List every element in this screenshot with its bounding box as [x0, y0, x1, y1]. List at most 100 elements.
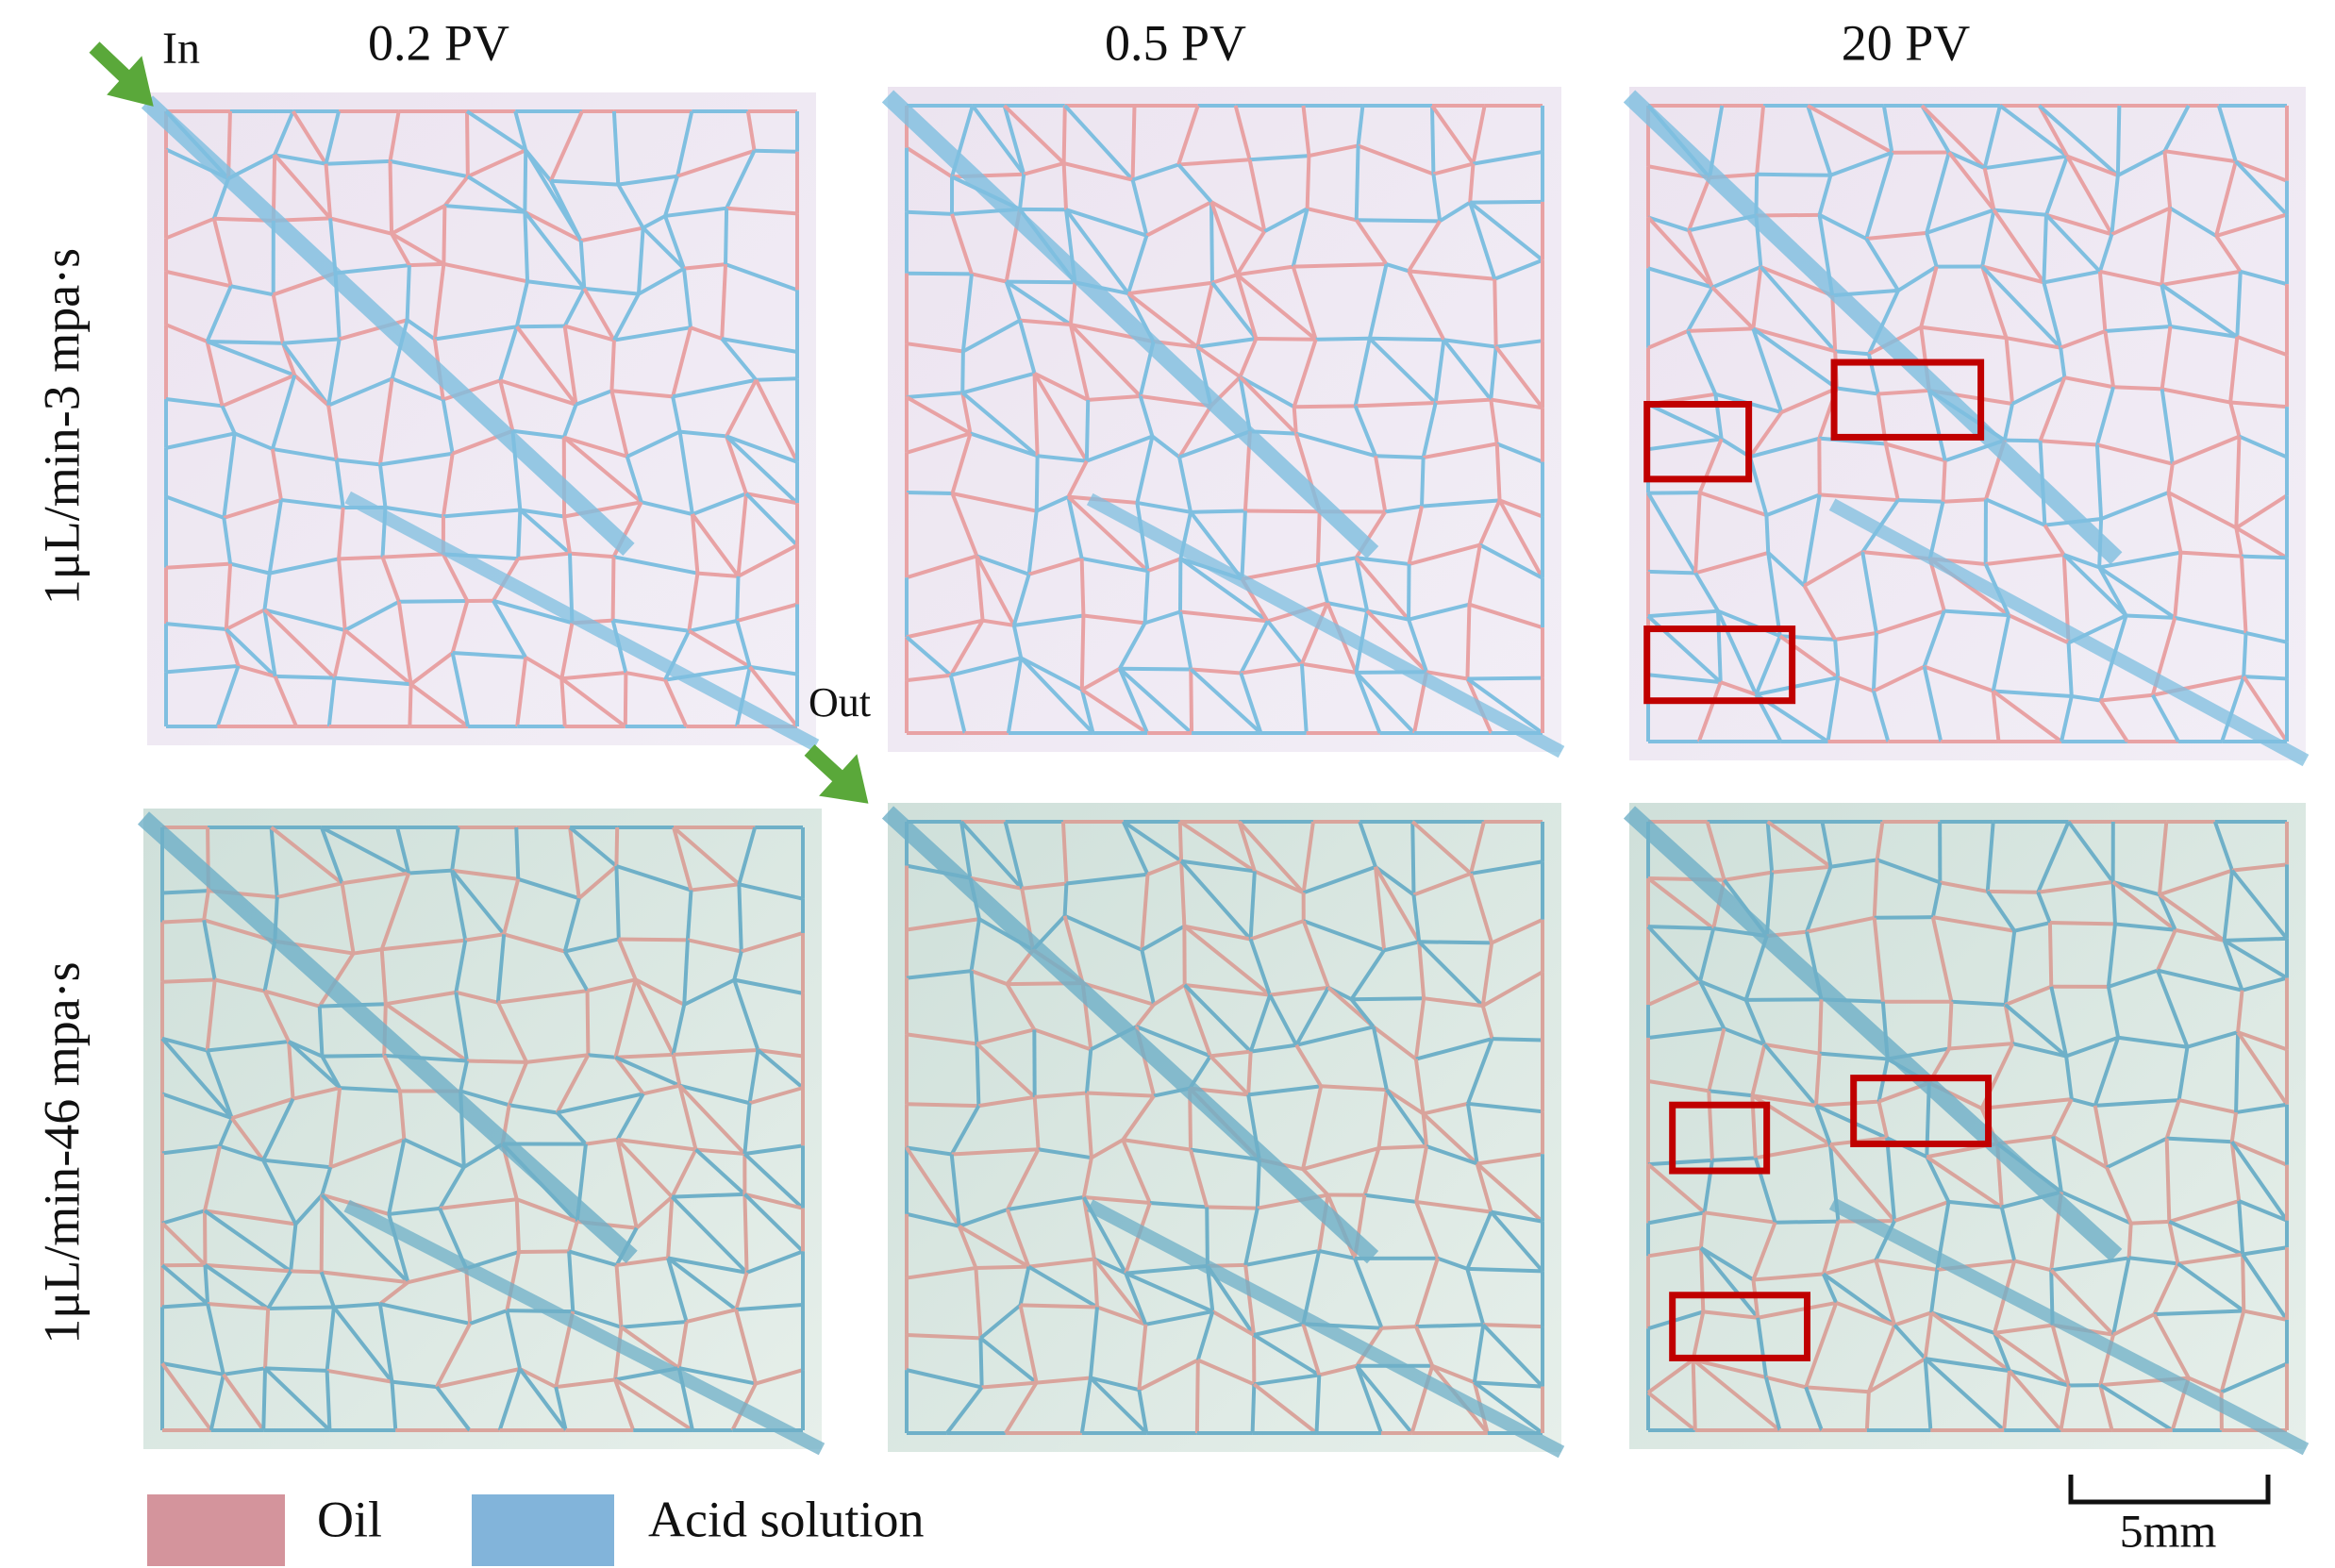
pore-throat: [382, 552, 443, 559]
pore-throat: [287, 1040, 342, 1090]
pore-throat: [1179, 557, 1269, 623]
pore-throat: [735, 620, 752, 668]
pore-throat: [1209, 201, 1240, 275]
pore-throat: [262, 990, 291, 1043]
pore-throat: [2093, 1105, 2109, 1168]
pore-throat: [672, 826, 741, 886]
pore-throat: [1410, 821, 1416, 895]
pore-throat: [1375, 454, 1424, 460]
fracture: [1086, 1199, 1565, 1459]
pore-throat: [671, 1054, 682, 1087]
pore-throat: [2228, 336, 2240, 403]
pore-throat: [1066, 459, 1089, 498]
pore-throat: [161, 1302, 208, 1309]
pore-throat: [498, 379, 515, 432]
pore-throat: [165, 494, 225, 520]
pore-throat: [735, 575, 741, 622]
pore-throat: [1922, 609, 1946, 668]
pore-throat: [960, 391, 1039, 458]
pore-throat: [442, 175, 470, 208]
pore-throat: [1829, 150, 1893, 177]
pore-throat: [2234, 527, 2243, 557]
pore-throat: [264, 1366, 327, 1373]
pore-throat: [577, 864, 618, 900]
scale-bar: [2068, 1475, 2271, 1505]
pore-throat: [1817, 999, 1824, 1054]
pore-throat: [1084, 1049, 1093, 1093]
pore-throat: [1646, 216, 1714, 289]
pore-throat: [1481, 970, 1543, 1008]
pore-throat: [324, 163, 333, 219]
pore-throat: [1145, 200, 1212, 238]
pore-throat: [2004, 1003, 2068, 1059]
pore-throat: [2037, 105, 2069, 158]
pore-throat: [2157, 821, 2169, 895]
pore-throat: [292, 374, 330, 408]
pore-throat: [690, 513, 700, 574]
pore-throat: [1647, 979, 1701, 1007]
pore-throat: [1355, 1365, 1383, 1434]
pore-throat: [229, 561, 271, 575]
pore-throat: [747, 1049, 760, 1104]
pore-throat: [328, 1087, 342, 1168]
pore-throat: [611, 389, 674, 399]
pore-throat: [2002, 403, 2014, 442]
pore-throat: [685, 890, 693, 941]
pore-throat: [1137, 1324, 1148, 1391]
pore-throat: [2168, 1199, 2240, 1224]
pore-throat: [397, 1091, 407, 1140]
pore-throat: [379, 872, 411, 950]
pore-throat: [1948, 150, 1986, 171]
pore-throat: [742, 1193, 749, 1273]
pore-throat: [518, 1249, 570, 1255]
pore-throat: [1490, 397, 1543, 410]
pore-throat: [1820, 821, 1833, 868]
pore-throat: [442, 261, 528, 284]
pore-throat: [1207, 1205, 1258, 1210]
pore-throat: [1254, 1373, 1320, 1387]
pore-throat: [2238, 434, 2288, 459]
pore-throat: [1179, 859, 1253, 941]
pore-throat: [2045, 212, 2112, 237]
pore-throat: [1877, 388, 1929, 396]
pore-throat: [677, 1085, 698, 1150]
pore-throat: [2003, 1004, 2015, 1044]
pore-throat: [2099, 1383, 2174, 1432]
pore-throat: [2220, 676, 2246, 742]
pore-throat: [1426, 670, 1468, 681]
pore-throat: [1468, 602, 1543, 630]
pore-throat: [1381, 1325, 1417, 1330]
pore-throat: [405, 265, 411, 321]
pore-throat: [1027, 1264, 1099, 1309]
pore-throat: [1314, 1375, 1322, 1434]
pore-throat: [611, 110, 621, 185]
pore-throat: [435, 1385, 472, 1432]
pore-throat: [567, 1251, 575, 1312]
pore-throat: [561, 404, 578, 439]
pore-throat: [1248, 871, 1257, 940]
pore-throat: [976, 1027, 1035, 1046]
pore-throat: [1127, 280, 1213, 296]
pore-throat: [2160, 284, 2173, 327]
fracture: [1623, 806, 2123, 1262]
pore-throat: [2156, 969, 2190, 1048]
pore-throat: [509, 1103, 558, 1115]
pore-throat: [1355, 401, 1436, 409]
pore-throat: [725, 262, 798, 292]
pore-throat: [1980, 209, 1996, 267]
pore-throat: [1476, 1152, 1543, 1166]
pore-throat: [1196, 1358, 1256, 1387]
pore-throat: [563, 500, 642, 519]
pore-throat: [1301, 661, 1357, 675]
pore-throat: [1238, 376, 1252, 432]
pore-throat: [1410, 820, 1473, 876]
pore-throat: [1766, 552, 1782, 637]
pore-throat: [613, 978, 638, 1059]
pore-throat: [1005, 279, 1072, 326]
pore-throat: [280, 497, 343, 509]
pore-throat: [398, 599, 468, 604]
pore-throat: [1184, 982, 1271, 997]
pore-throat: [1893, 1310, 1932, 1327]
legend-swatch: [147, 1494, 285, 1566]
pore-throat: [1205, 1207, 1209, 1266]
